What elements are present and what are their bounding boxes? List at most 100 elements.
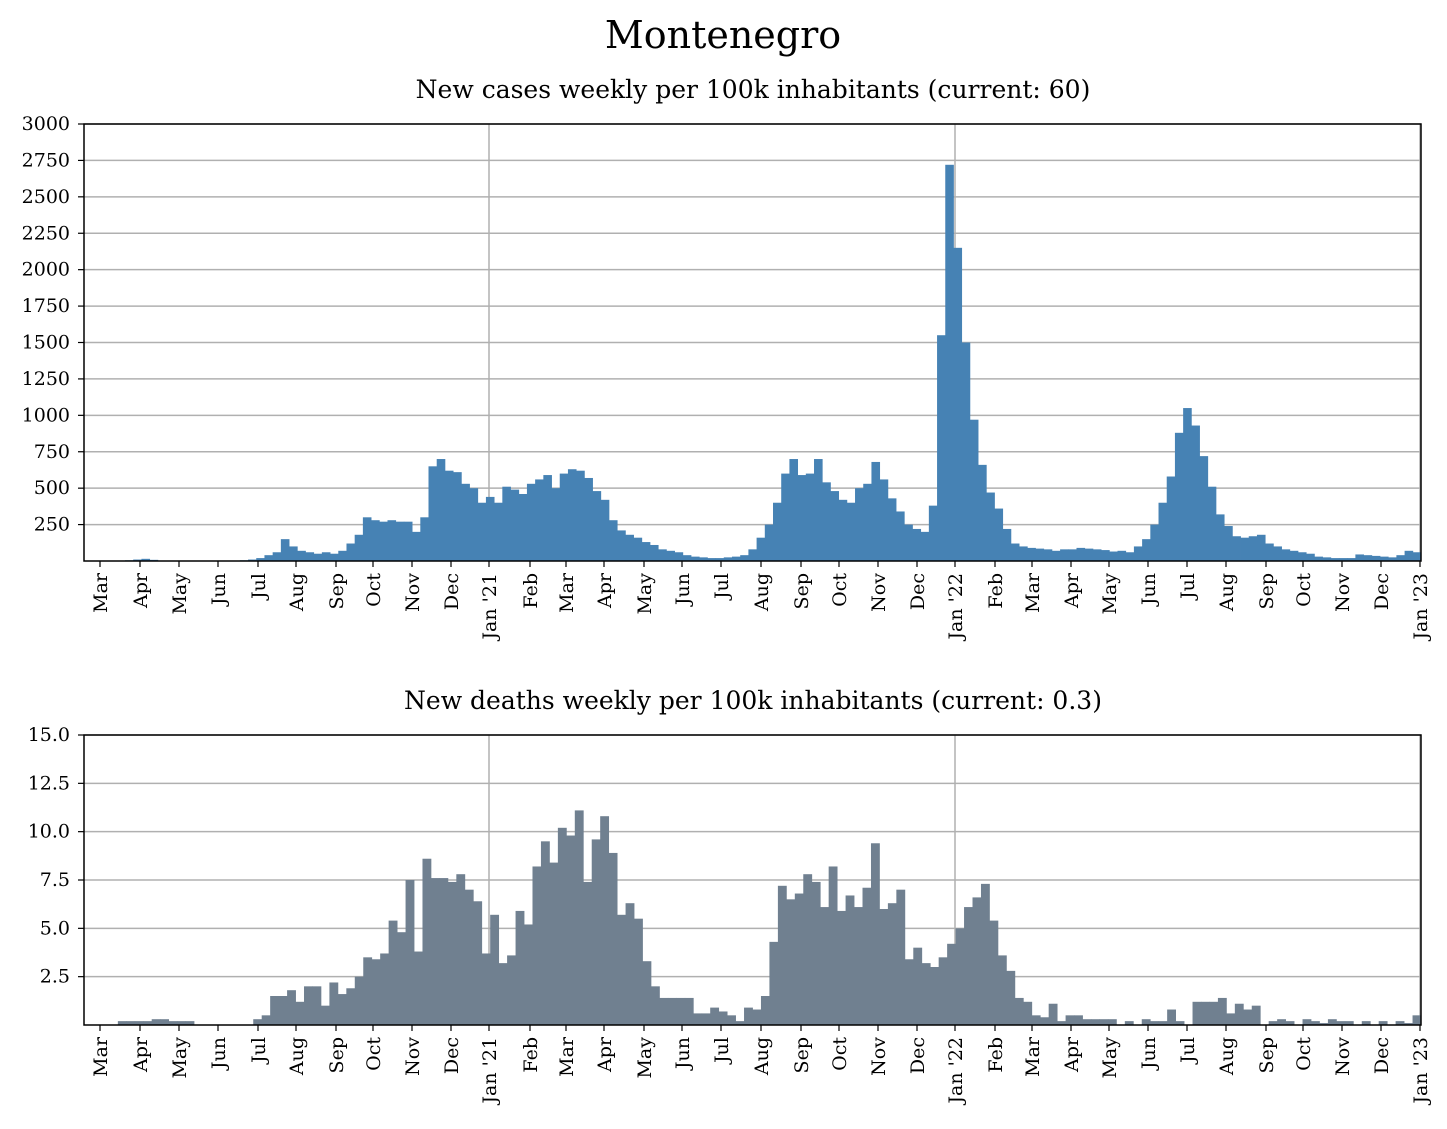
deaths-xtick-label: Nov xyxy=(868,1037,890,1076)
deaths-bar xyxy=(337,994,347,1025)
cases-xtick-label: Jan '23 xyxy=(1410,573,1432,642)
cases-xtick-label: Apr xyxy=(594,572,616,609)
cases-bar xyxy=(1117,550,1127,561)
cases-bar xyxy=(871,461,881,561)
deaths-bar xyxy=(566,835,576,1025)
cases-bar xyxy=(1355,554,1364,561)
cases-bar xyxy=(666,550,675,561)
cases-bar xyxy=(953,247,963,561)
cases-bar xyxy=(494,502,503,561)
cases-bar xyxy=(1199,456,1209,561)
deaths-bar xyxy=(634,918,643,1025)
deaths-xtick-label: Aug xyxy=(751,1037,773,1076)
cases-bar xyxy=(379,521,388,561)
deaths-bar xyxy=(744,1007,753,1025)
deaths-ytick-label: 5.0 xyxy=(40,917,70,939)
deaths-bar xyxy=(397,932,406,1025)
cases-ytick-label: 750 xyxy=(34,441,70,463)
deaths-bar xyxy=(1031,1015,1041,1025)
deaths-xtick-label: Sep xyxy=(1256,1037,1278,1073)
cases-bar xyxy=(330,553,339,561)
cases-bar xyxy=(436,459,446,561)
cases-bar xyxy=(731,556,741,561)
cases-bar xyxy=(1404,550,1414,561)
deaths-bar xyxy=(718,1011,728,1025)
deaths-bar xyxy=(185,1021,195,1025)
deaths-bar xyxy=(320,1005,330,1025)
cases-bar xyxy=(469,488,479,561)
cases-bar xyxy=(699,557,708,561)
deaths-bar xyxy=(913,947,923,1025)
deaths-xtick-label: Dec xyxy=(907,1037,929,1074)
deaths-bar xyxy=(1327,1019,1337,1025)
deaths-xtick-label: Nov xyxy=(1332,1037,1354,1076)
deaths-bar xyxy=(608,852,618,1025)
deaths-bar xyxy=(490,914,500,1025)
deaths-bar xyxy=(600,816,610,1025)
deaths-bar xyxy=(1057,1021,1066,1025)
cases-bar xyxy=(797,475,807,561)
deaths-bar xyxy=(134,1021,144,1025)
cases-bar xyxy=(1338,558,1348,561)
cases-bar xyxy=(297,550,306,561)
deaths-bar xyxy=(295,1001,305,1025)
deaths-bar xyxy=(388,920,398,1025)
deaths-bar xyxy=(955,928,965,1025)
deaths-bar xyxy=(1023,1001,1033,1025)
deaths-xtick-label: Sep xyxy=(791,1037,813,1073)
deaths-xtick-label: Nov xyxy=(402,1037,424,1076)
deaths-bar xyxy=(997,955,1007,1025)
deaths-bar xyxy=(1082,1019,1092,1025)
cases-bar xyxy=(789,459,799,561)
cases-bar xyxy=(1314,556,1323,561)
cases-bar xyxy=(969,419,979,561)
cases-bar xyxy=(264,555,274,561)
deaths-bar xyxy=(650,986,660,1025)
deaths-xtick-label: Jul xyxy=(248,1037,270,1065)
cases-bar xyxy=(690,556,700,561)
deaths-bar xyxy=(710,1007,720,1025)
deaths-bar xyxy=(117,1021,127,1025)
cases-xtick-label: Feb xyxy=(985,573,1007,609)
cases-xtick-label: Jun xyxy=(1138,573,1160,607)
deaths-bar xyxy=(1090,1019,1100,1025)
cases-bar xyxy=(781,473,790,561)
deaths-bar xyxy=(786,899,796,1025)
cases-bar xyxy=(830,491,840,561)
cases-bar xyxy=(1068,549,1077,561)
cases-bar xyxy=(510,489,520,561)
cases-ytick-label: 2500 xyxy=(22,186,70,208)
cases-bar xyxy=(1412,552,1422,561)
cases-xtick-label: Jul xyxy=(1177,573,1199,601)
cases-bar xyxy=(805,473,815,561)
cases-bar xyxy=(1248,536,1258,561)
deaths-xtick-label: Dec xyxy=(1371,1037,1393,1074)
deaths-bar xyxy=(777,885,787,1025)
deaths-bar xyxy=(464,889,474,1025)
cases-bar xyxy=(1133,546,1143,561)
deaths-xtick-label: Oct xyxy=(363,1037,385,1071)
cases-xtick-label: Dec xyxy=(1371,573,1393,610)
cases-bar xyxy=(280,539,290,561)
cases-ytick-label: 2000 xyxy=(22,259,70,281)
cases-bar xyxy=(1396,555,1405,561)
deaths-xtick-label: Jul xyxy=(1177,1037,1199,1065)
deaths-xtick-label: Mar xyxy=(556,1036,578,1077)
cases-xtick-label: Jan '22 xyxy=(945,573,967,642)
cases-xtick-label: May xyxy=(634,573,656,615)
cases-xtick-label: Nov xyxy=(402,573,424,612)
deaths-bar xyxy=(1048,1003,1058,1025)
cases-bar xyxy=(403,521,413,561)
cases-bar xyxy=(1215,514,1225,561)
cases-ytick-label: 250 xyxy=(34,514,70,536)
deaths-xtick-label: May xyxy=(1099,1037,1121,1079)
cases-bar xyxy=(928,505,938,561)
cases-bar xyxy=(879,479,889,561)
cases-bar xyxy=(945,164,954,562)
deaths-xtick-label: Oct xyxy=(829,1037,851,1071)
deaths-bar xyxy=(126,1021,136,1025)
deaths-bar xyxy=(1302,1019,1312,1025)
deaths-bar xyxy=(947,943,956,1025)
cases-bar xyxy=(961,342,971,561)
deaths-chart: New deaths weekly per 100k inhabitants (… xyxy=(28,686,1432,1106)
